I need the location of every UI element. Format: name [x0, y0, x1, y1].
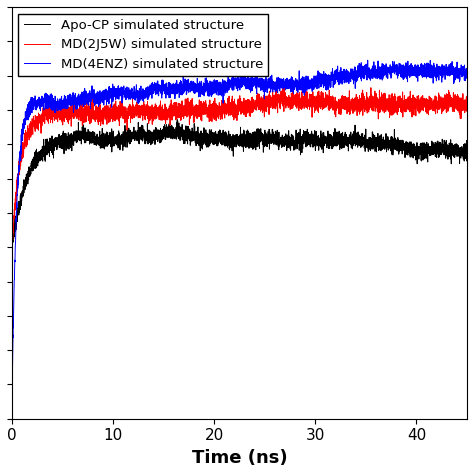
Apo-CP simulated structure — [294, 142, 300, 147]
MD(2J5W) simulated structure — [183, 100, 189, 106]
MD(2J5W) simulated structure — [440, 104, 446, 109]
MD(2J5W) simulated structure — [9, 245, 15, 250]
Apo-CP simulated structure — [9, 253, 15, 258]
Line: MD(2J5W) simulated structure: MD(2J5W) simulated structure — [12, 86, 467, 251]
Apo-CP simulated structure — [420, 146, 426, 152]
Line: Apo-CP simulated structure: Apo-CP simulated structure — [12, 119, 467, 255]
Apo-CP simulated structure — [64, 141, 69, 146]
MD(4ENZ) simulated structure — [64, 96, 69, 102]
MD(4ENZ) simulated structure — [420, 65, 426, 71]
MD(2J5W) simulated structure — [281, 83, 287, 89]
MD(2J5W) simulated structure — [9, 248, 15, 254]
MD(2J5W) simulated structure — [64, 115, 69, 120]
MD(4ENZ) simulated structure — [440, 68, 446, 73]
Apo-CP simulated structure — [464, 148, 470, 154]
MD(2J5W) simulated structure — [464, 106, 470, 111]
MD(4ENZ) simulated structure — [183, 86, 189, 92]
X-axis label: Time (ns): Time (ns) — [191, 449, 287, 467]
MD(4ENZ) simulated structure — [464, 76, 470, 82]
Line: MD(4ENZ) simulated structure: MD(4ENZ) simulated structure — [12, 60, 467, 413]
Apo-CP simulated structure — [9, 246, 15, 251]
Legend: Apo-CP simulated structure, MD(2J5W) simulated structure, MD(4ENZ) simulated str: Apo-CP simulated structure, MD(2J5W) sim… — [18, 14, 268, 76]
MD(4ENZ) simulated structure — [294, 84, 300, 90]
MD(2J5W) simulated structure — [422, 104, 428, 110]
Apo-CP simulated structure — [174, 117, 180, 122]
MD(4ENZ) simulated structure — [9, 410, 15, 416]
Apo-CP simulated structure — [422, 143, 428, 149]
Apo-CP simulated structure — [183, 130, 189, 136]
Apo-CP simulated structure — [440, 150, 446, 155]
MD(2J5W) simulated structure — [420, 100, 426, 106]
MD(4ENZ) simulated structure — [422, 66, 428, 72]
MD(2J5W) simulated structure — [294, 105, 300, 111]
MD(4ENZ) simulated structure — [365, 57, 371, 63]
